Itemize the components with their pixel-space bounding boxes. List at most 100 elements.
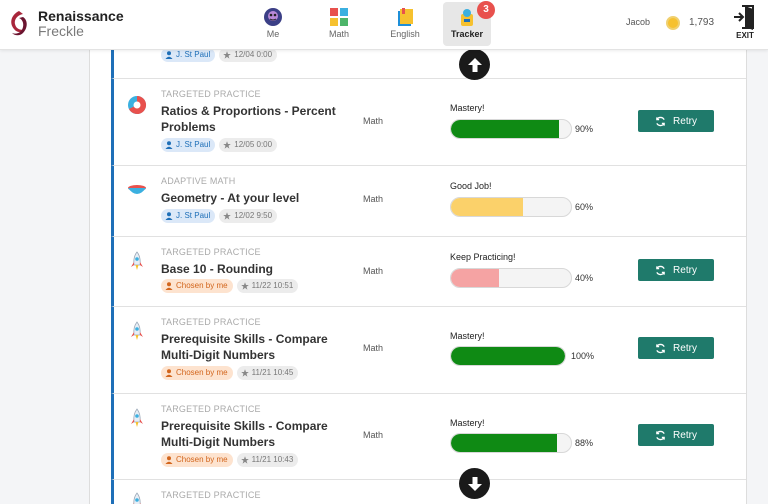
nav-math-label: Math [328, 29, 349, 39]
list-item[interactable]: TARGETED PRACTICE Prerequisite Skills - … [111, 307, 746, 394]
retry-label: Retry [673, 115, 697, 127]
main-nav: Me Math English Trac [240, 1, 495, 46]
assigner-chip: J. St Paul [161, 50, 216, 62]
nav-tracker[interactable]: Tracker 3 [443, 1, 495, 46]
nav-english-label: English [390, 29, 420, 39]
person-icon [165, 282, 173, 290]
list-item[interactable]: ADAPTIVE MATH Geometry - At your level J… [111, 166, 746, 237]
list-item[interactable]: J. St Paul 12/04 0:00 [111, 50, 746, 79]
list-item[interactable]: TARGETED PRACTICE [111, 480, 746, 504]
status-label: Mastery! [450, 103, 485, 113]
progress-fill [451, 434, 557, 452]
nav-math[interactable]: Math [306, 2, 372, 46]
retry-button[interactable]: Retry [638, 259, 714, 281]
date-chip: 12/02 9:50 [219, 209, 278, 223]
coin-count: 1,793 [689, 17, 715, 28]
exit-icon [734, 5, 754, 30]
avatar-icon [264, 8, 282, 26]
subject-label: Math [363, 116, 384, 126]
list-item[interactable]: TARGETED PRACTICE Ratios & Proportions -… [111, 79, 746, 166]
date-label: 11/21 10:43 [251, 455, 294, 464]
star-icon [240, 456, 249, 464]
book-icon [398, 8, 413, 26]
date-label: 12/02 9:50 [234, 211, 273, 220]
assigner-label: Chosen by me [176, 368, 228, 377]
tracker-icon [461, 9, 473, 26]
star-icon [223, 141, 232, 149]
assigner-chip: J. St Paul [161, 138, 216, 152]
nav-me-label: Me [266, 29, 280, 39]
arrow-down-icon [467, 476, 482, 491]
retry-button[interactable]: Retry [638, 110, 714, 132]
status-label: Good Job! [450, 181, 492, 191]
retry-label: Retry [673, 264, 697, 276]
assigner-chip: Chosen by me [161, 279, 233, 293]
assigner-chip: Chosen by me [161, 453, 233, 467]
date-chip: 11/22 10:51 [236, 279, 299, 293]
date-chip: 11/21 10:43 [236, 453, 299, 467]
bowl-icon [128, 185, 146, 194]
refresh-icon [656, 116, 665, 126]
math-blocks-icon [330, 8, 348, 26]
progress-bar [450, 268, 572, 288]
subject-label: Math [363, 266, 384, 276]
assigner-label: Chosen by me [176, 281, 228, 290]
row-chips: Chosen by me 11/22 10:51 [161, 279, 302, 293]
person-icon [165, 456, 173, 464]
brand-logo[interactable]: Renaissance Freckle [8, 9, 124, 39]
progress-fill [451, 120, 559, 138]
arrow-up-icon [467, 57, 482, 72]
retry-button[interactable]: Retry [638, 424, 714, 446]
person-icon [165, 369, 173, 377]
date-chip: 12/05 0:00 [219, 138, 278, 152]
rocket-icon [133, 492, 141, 504]
list-item[interactable]: TARGETED PRACTICE Prerequisite Skills - … [111, 394, 746, 480]
activity-title: Base 10 - Rounding [161, 262, 274, 276]
nav-english[interactable]: English [372, 2, 438, 46]
brand-text: Renaissance Freckle [38, 9, 124, 39]
user-name: Jacob [626, 17, 651, 27]
star-icon [240, 282, 249, 290]
progress-percent: 40% [575, 273, 594, 283]
date-label: 11/21 10:45 [251, 368, 294, 377]
date-chip: 12/04 0:00 [219, 50, 278, 62]
retry-button[interactable]: Retry [638, 337, 714, 359]
assigner-label: J. St Paul [176, 211, 211, 220]
activity-title: Prerequisite Skills - Compare Multi-Digi… [161, 419, 328, 449]
list-item[interactable]: TARGETED PRACTICE Base 10 - Rounding Cho… [111, 237, 746, 307]
progress-bar [450, 119, 572, 139]
assigner-label: J. St Paul [176, 50, 211, 59]
retry-label: Retry [673, 342, 697, 354]
scroll-down-button[interactable] [459, 468, 490, 499]
progress-percent: 60% [575, 202, 594, 212]
activity-type: TARGETED PRACTICE [161, 404, 261, 414]
row-chips: J. St Paul 12/02 9:50 [161, 209, 281, 223]
refresh-icon [656, 430, 665, 440]
date-label: 12/04 0:00 [234, 50, 273, 59]
pie-chart-icon [128, 95, 147, 114]
date-label: 12/05 0:00 [234, 140, 273, 149]
star-icon [223, 212, 232, 220]
exit-button[interactable]: EXIT [733, 4, 757, 40]
date-label: 11/22 10:51 [251, 281, 294, 290]
scroll-up-button[interactable] [459, 50, 490, 80]
subject-label: Math [363, 343, 384, 353]
activity-title: Geometry - At your level [161, 191, 300, 205]
nav-me[interactable]: Me [240, 2, 306, 46]
person-icon [165, 51, 173, 59]
activity-type: TARGETED PRACTICE [161, 490, 261, 500]
status-label: Keep Practicing! [450, 252, 516, 262]
status-label: Mastery! [450, 331, 485, 341]
top-bar: Renaissance Freckle Me Math [0, 0, 768, 50]
nav-tracker-label: Tracker [450, 29, 484, 39]
progress-percent: 90% [575, 124, 594, 134]
row-chips: Chosen by me 11/21 10:43 [161, 453, 302, 467]
person-icon [165, 141, 173, 149]
brand-name: Renaissance [38, 8, 124, 24]
assigner-chip: J. St Paul [161, 209, 216, 223]
progress-percent: 88% [575, 438, 594, 448]
row-chips: J. St Paul 12/05 0:00 [161, 138, 281, 152]
activity-type: TARGETED PRACTICE [161, 247, 261, 257]
progress-fill [451, 347, 565, 365]
date-chip: 11/21 10:45 [236, 366, 299, 380]
